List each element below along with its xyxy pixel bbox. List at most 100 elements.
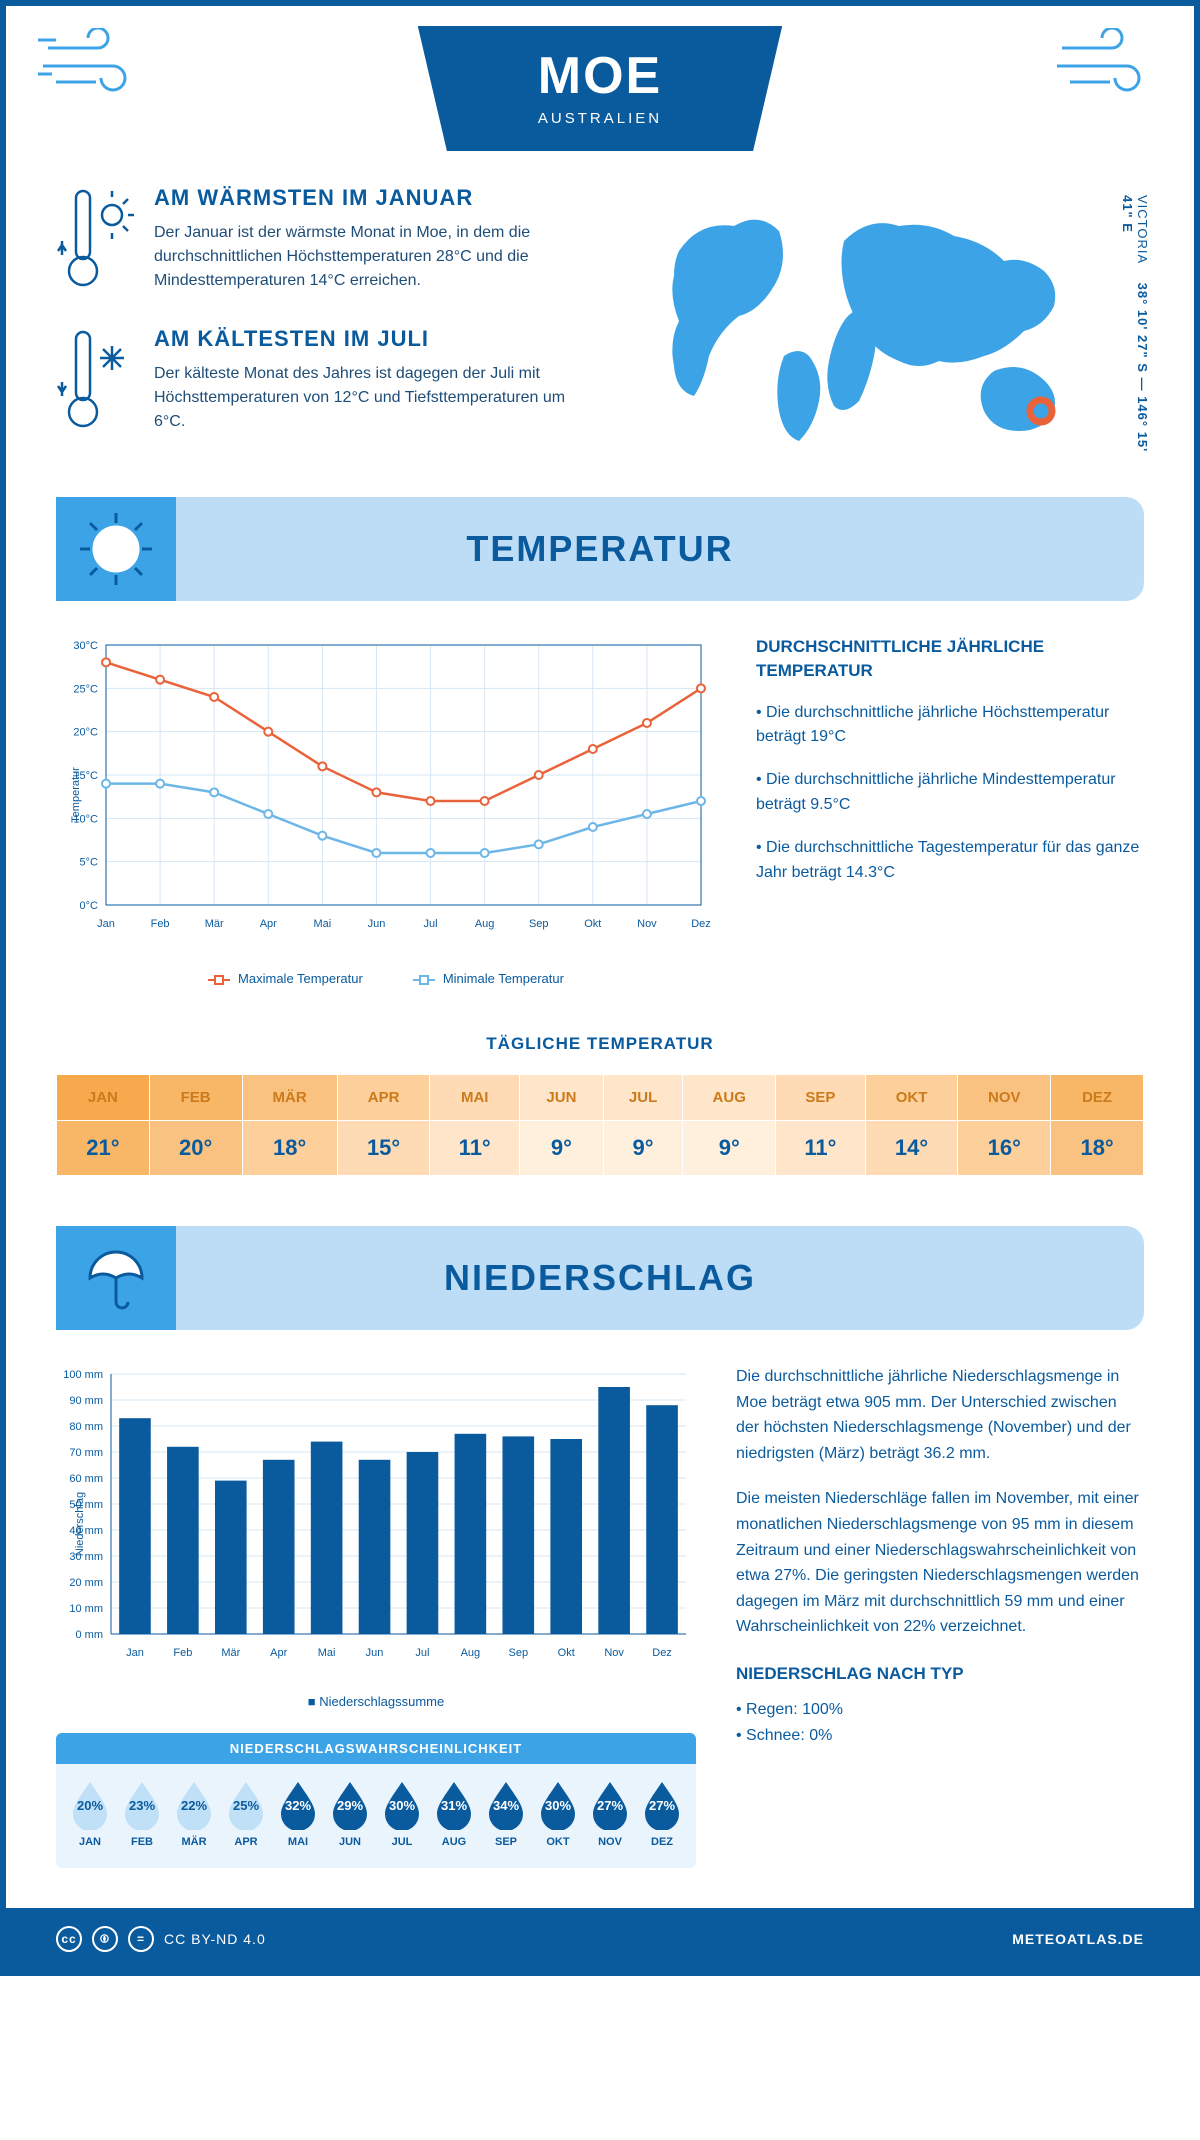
thermometer-snow-icon [56, 326, 134, 441]
sun-icon [56, 497, 176, 601]
svg-text:0 mm: 0 mm [76, 1629, 104, 1641]
month-value: 11° [776, 1121, 865, 1176]
line-chart-svg: 0°C5°C10°C15°C20°C25°C30°CJanFebMärAprMa… [56, 635, 716, 955]
svg-text:20 mm: 20 mm [69, 1577, 103, 1589]
title-banner: MOE AUSTRALIEN [418, 26, 782, 151]
svg-text:Sep: Sep [509, 1647, 529, 1659]
thermometer-sun-icon [56, 185, 134, 300]
fact-title: AM KÄLTESTEN IM JULI [154, 326, 574, 352]
month-value: 9° [603, 1121, 682, 1176]
svg-text:30°C: 30°C [73, 640, 98, 652]
temperature-chart: Temperatur 0°C5°C10°C15°C20°C25°C30°CJan… [56, 635, 716, 986]
drop: 29%JUN [329, 1780, 371, 1848]
drop: 34%SEP [485, 1780, 527, 1848]
by-icon: 🅯 [92, 1926, 118, 1952]
month-header: NOV [958, 1075, 1051, 1121]
world-map: VICTORIA 38° 10' 27" S — 146° 15' 41" E [624, 185, 1144, 467]
month-value: 14° [865, 1121, 958, 1176]
svg-text:Jan: Jan [126, 1647, 144, 1659]
svg-text:Sep: Sep [529, 918, 549, 930]
month-value: 18° [242, 1121, 337, 1176]
svg-text:Mär: Mär [221, 1647, 240, 1659]
drop: 31%AUG [433, 1780, 475, 1848]
y-axis-label: Niederschlag [74, 1492, 86, 1556]
precip-type-item: • Schnee: 0% [736, 1723, 1144, 1749]
precip-section: Niederschlag 0 mm10 mm20 mm30 mm40 mm50 … [6, 1330, 1194, 1908]
month-value: 16° [958, 1121, 1051, 1176]
section-title: TEMPERATUR [466, 528, 733, 570]
svg-text:5°C: 5°C [80, 857, 99, 869]
wind-icon [38, 28, 148, 103]
coordinates: VICTORIA 38° 10' 27" S — 146° 15' 41" E [1120, 195, 1150, 467]
svg-text:10 mm: 10 mm [69, 1603, 103, 1615]
svg-text:Jul: Jul [415, 1647, 429, 1659]
drops-row: 20%JAN23%FEB22%MÄR25%APR32%MAI29%JUN30%J… [56, 1764, 696, 1854]
svg-text:80 mm: 80 mm [69, 1421, 103, 1433]
svg-text:60 mm: 60 mm [69, 1473, 103, 1485]
legend-max: Maximale Temperatur [238, 971, 363, 986]
svg-text:0°C: 0°C [80, 900, 99, 912]
summary-item: Die durchschnittliche Tagestemperatur fü… [756, 836, 1144, 886]
bar-legend: Niederschlagssumme [56, 1694, 696, 1709]
svg-text:Jan: Jan [97, 918, 115, 930]
drop: 27%DEZ [641, 1780, 683, 1848]
region-label: VICTORIA [1135, 195, 1150, 264]
drop: 20%JAN [69, 1780, 111, 1848]
svg-text:Jul: Jul [424, 918, 438, 930]
month-header: MÄR [242, 1075, 337, 1121]
page-subtitle: AUSTRALIEN [538, 110, 662, 127]
latitude: 38° 10' 27" S [1135, 283, 1150, 373]
month-header: SEP [776, 1075, 865, 1121]
svg-text:Nov: Nov [637, 918, 657, 930]
svg-text:Aug: Aug [475, 918, 495, 930]
legend-min: Minimale Temperatur [443, 971, 564, 986]
svg-text:Aug: Aug [461, 1647, 481, 1659]
header: MOE AUSTRALIEN [6, 6, 1194, 151]
svg-text:25°C: 25°C [73, 683, 98, 695]
precip-banner: NIEDERSCHLAG [56, 1226, 1144, 1330]
svg-text:Okt: Okt [558, 1647, 575, 1659]
page-title: MOE [538, 46, 662, 106]
month-header: OKT [865, 1075, 958, 1121]
month-header: APR [337, 1075, 430, 1121]
svg-text:Apr: Apr [270, 1647, 287, 1659]
fact-coldest: AM KÄLTESTEN IM JULI Der kälteste Monat … [56, 326, 584, 441]
svg-text:Nov: Nov [604, 1647, 624, 1659]
svg-text:Mai: Mai [318, 1647, 336, 1659]
drop: 25%APR [225, 1780, 267, 1848]
precip-para: Die meisten Niederschläge fallen im Nove… [736, 1486, 1144, 1640]
fact-title: AM WÄRMSTEN IM JANUAR [154, 185, 574, 211]
drop: 27%NOV [589, 1780, 631, 1848]
month-value: 21° [57, 1121, 150, 1176]
bar-chart-svg: 0 mm10 mm20 mm30 mm40 mm50 mm60 mm70 mm8… [56, 1364, 696, 1684]
temperature-banner: TEMPERATUR [56, 497, 1144, 601]
prob-title: NIEDERSCHLAGSWAHRSCHEINLICHKEIT [56, 1733, 696, 1764]
summary-item: Die durchschnittliche jährliche Mindestt… [756, 768, 1144, 818]
fact-text: Der kälteste Monat des Jahres ist dagege… [154, 362, 574, 434]
precip-text: Die durchschnittliche jährliche Niedersc… [736, 1364, 1144, 1868]
month-header: JAN [57, 1075, 150, 1121]
section-title: NIEDERSCHLAG [444, 1257, 756, 1299]
license-text: CC BY-ND 4.0 [164, 1931, 266, 1947]
summary-list: Die durchschnittliche jährliche Höchstte… [756, 701, 1144, 886]
drop: 22%MÄR [173, 1780, 215, 1848]
fact-text: Der Januar ist der wärmste Monat in Moe,… [154, 221, 574, 293]
footer: cc 🅯 = CC BY-ND 4.0 METEOATLAS.DE [6, 1908, 1194, 1970]
month-value: 20° [149, 1121, 242, 1176]
month-header: MAI [430, 1075, 519, 1121]
drop: 30%OKT [537, 1780, 579, 1848]
daily-title: TÄGLICHE TEMPERATUR [56, 1034, 1144, 1054]
precip-probability: NIEDERSCHLAGSWAHRSCHEINLICHKEIT 20%JAN23… [56, 1733, 696, 1868]
drop: 32%MAI [277, 1780, 319, 1848]
svg-text:Dez: Dez [652, 1647, 672, 1659]
month-value: 9° [519, 1121, 603, 1176]
month-value: 9° [683, 1121, 776, 1176]
month-header: JUL [603, 1075, 682, 1121]
svg-text:100 mm: 100 mm [63, 1369, 103, 1381]
month-header: DEZ [1051, 1075, 1144, 1121]
cc-icon: cc [56, 1926, 82, 1952]
svg-text:70 mm: 70 mm [69, 1447, 103, 1459]
license: cc 🅯 = CC BY-ND 4.0 [56, 1926, 266, 1952]
page: MOE AUSTRALIEN AM WÄRMS [0, 0, 1200, 1976]
summary-item: Die durchschnittliche jährliche Höchstte… [756, 701, 1144, 751]
